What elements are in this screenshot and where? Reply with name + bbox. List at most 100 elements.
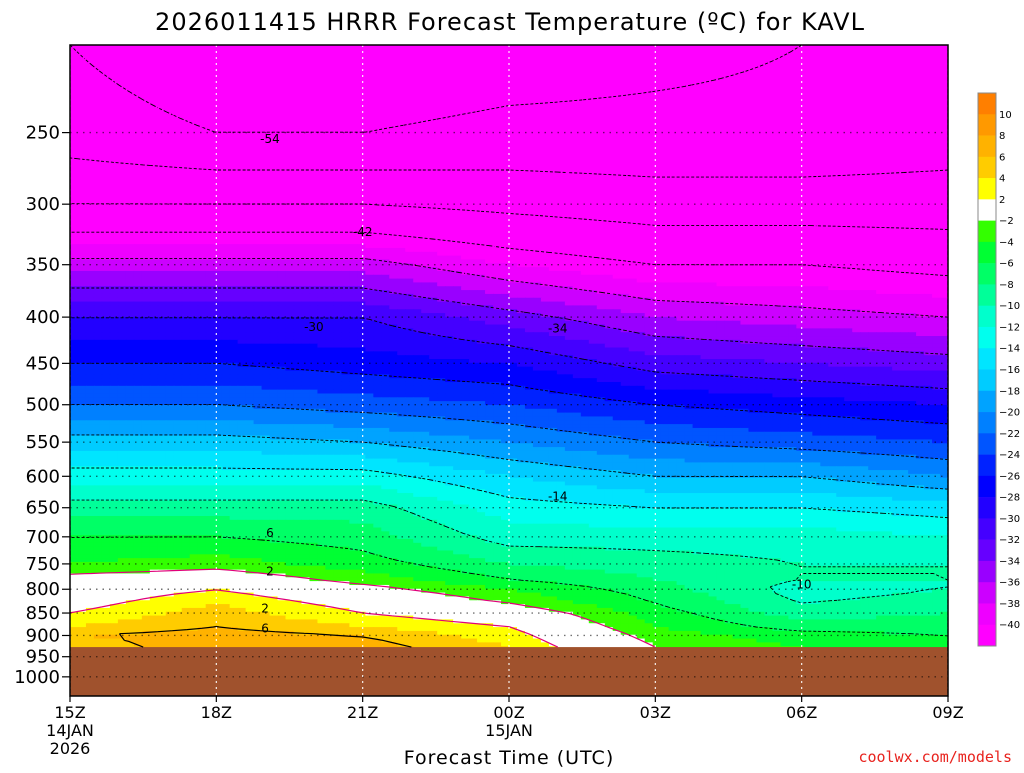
heatmap-cell [804, 67, 813, 73]
heatmap-cell [628, 152, 638, 157]
heatmap-cell [461, 163, 470, 169]
heatmap-cell [197, 45, 207, 50]
heatmap-cell [684, 190, 694, 195]
heatmap-cell [700, 113, 710, 119]
heatmap-cell [277, 156, 287, 161]
heatmap-cell [572, 140, 582, 146]
heatmap-cell [229, 171, 239, 176]
heatmap-cell [189, 148, 199, 153]
heatmap-cell [373, 87, 382, 92]
heatmap-cell [556, 125, 566, 130]
heatmap-cell [596, 117, 606, 123]
heatmap-cell [540, 83, 550, 88]
heatmap-cell [916, 175, 925, 180]
heatmap-cell [125, 79, 135, 84]
heatmap-cell [780, 133, 789, 138]
heatmap-cell [540, 182, 550, 188]
heatmap-cell [836, 213, 845, 218]
heatmap-cell [493, 87, 502, 92]
heatmap-cell [540, 194, 550, 199]
heatmap-cell [109, 163, 119, 169]
heatmap-cell [445, 152, 454, 157]
heatmap-cell [908, 171, 917, 176]
heatmap-cell [245, 48, 255, 54]
heatmap-cell [357, 79, 366, 84]
heatmap-cell [429, 71, 438, 77]
heatmap-cell [900, 90, 909, 96]
heatmap-cell [892, 148, 901, 153]
heatmap-cell [572, 71, 582, 77]
heatmap-cell [836, 129, 845, 134]
heatmap-cell [732, 102, 742, 107]
heatmap-cell [357, 186, 366, 192]
heatmap-cell [77, 136, 87, 142]
heatmap-cell [453, 48, 462, 54]
heatmap-cell [445, 79, 454, 84]
heatmap-cell [892, 205, 901, 211]
heatmap-cell [804, 110, 813, 115]
heatmap-cell [804, 52, 813, 58]
heatmap-cell [133, 64, 143, 69]
heatmap-cell [604, 67, 614, 73]
heatmap-cell [916, 148, 925, 153]
heatmap-cell [572, 167, 582, 172]
heatmap-cell [676, 79, 686, 84]
heatmap-cell [445, 194, 454, 199]
heatmap-cell [117, 182, 127, 188]
heatmap-cell [580, 156, 590, 161]
heatmap-cell [397, 159, 406, 165]
heatmap-cell [772, 98, 781, 104]
heatmap-cell [828, 133, 837, 138]
heatmap-cell [820, 83, 829, 88]
heatmap-cell [748, 52, 758, 58]
heatmap-cell [532, 156, 542, 161]
heatmap-cell [237, 190, 247, 195]
heatmap-cell [461, 71, 470, 77]
heatmap-cell [756, 67, 766, 73]
heatmap-cell [916, 117, 925, 123]
heatmap-cell [365, 79, 374, 84]
heatmap-cell [516, 45, 526, 50]
heatmap-cell [676, 106, 686, 111]
heatmap-cell [173, 152, 183, 157]
heatmap-cell [548, 87, 558, 92]
heatmap-cell [461, 121, 470, 127]
heatmap-cell [540, 179, 550, 184]
heatmap-cell [389, 125, 398, 130]
heatmap-cell [820, 87, 829, 92]
heatmap-cell [772, 140, 781, 146]
heatmap-cell [844, 117, 853, 123]
heatmap-cell [532, 110, 542, 115]
heatmap-cell [85, 71, 95, 77]
heatmap-cell [309, 152, 319, 157]
heatmap-cell [253, 186, 263, 192]
heatmap-cell [564, 152, 574, 157]
heatmap-cell [397, 45, 406, 50]
heatmap-cell [285, 186, 295, 192]
heatmap-cell [884, 159, 893, 165]
heatmap-cell [309, 98, 319, 104]
heatmap-cell [421, 79, 430, 84]
heatmap-cell [141, 171, 151, 176]
heatmap-cell [357, 94, 366, 100]
heatmap-cell [652, 83, 662, 88]
heatmap-cell [900, 129, 909, 134]
heatmap-cell [804, 202, 813, 207]
heatmap-cell [93, 56, 103, 61]
heatmap-cell [477, 90, 486, 96]
heatmap-cell [836, 117, 845, 123]
heatmap-cell [397, 83, 406, 88]
heatmap-cell [604, 152, 614, 157]
heatmap-cell [341, 159, 350, 165]
heatmap-cell [325, 106, 334, 111]
heatmap-cell [341, 205, 350, 211]
heatmap-cell [876, 83, 885, 88]
heatmap-cell [588, 98, 598, 104]
heatmap-cell [501, 48, 510, 54]
heatmap-cell [548, 159, 558, 165]
heatmap-cell [748, 182, 758, 188]
heatmap-cell [325, 64, 334, 69]
heatmap-cell [205, 106, 215, 111]
heatmap-cell [365, 152, 374, 157]
heatmap-cell [493, 159, 502, 165]
